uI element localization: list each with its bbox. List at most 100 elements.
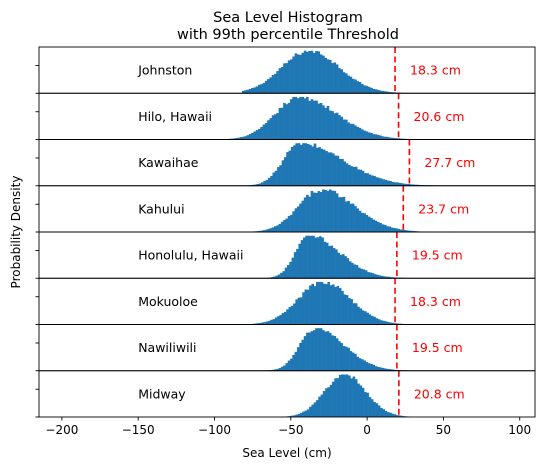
histogram-bar <box>297 297 301 325</box>
histogram-bar <box>346 258 350 279</box>
histogram-bar <box>283 311 287 325</box>
histogram-bar <box>302 411 305 417</box>
histogram-bar <box>265 179 269 186</box>
histogram-bar <box>386 136 389 140</box>
histogram-bar <box>354 166 358 186</box>
histogram-bar <box>363 130 366 140</box>
histogram-bar <box>241 136 245 140</box>
histogram-bar <box>375 403 379 417</box>
histogram-bar <box>309 144 312 186</box>
histogram-bar <box>292 56 295 94</box>
histogram-bar <box>357 169 360 186</box>
histogram-bar <box>320 394 324 417</box>
histogram-bar <box>381 367 385 371</box>
histogram-bar <box>299 342 302 371</box>
histogram-bar <box>285 218 289 232</box>
histogram-bar <box>334 155 337 186</box>
histogram-bar <box>412 184 415 186</box>
histogram-bar <box>331 190 334 232</box>
histogram-bar <box>354 125 357 140</box>
histogram-bar <box>235 138 238 140</box>
histogram-bar <box>349 76 353 94</box>
histogram-bar <box>297 143 301 186</box>
histogram-bar <box>411 230 414 232</box>
histogram-bar <box>331 335 334 371</box>
histogram-bar <box>369 272 372 279</box>
histogram-bar <box>348 375 351 417</box>
histogram-bar <box>290 214 293 232</box>
histogram-bar <box>384 410 388 417</box>
histogram-bar <box>306 96 309 140</box>
histogram-bar <box>374 220 378 232</box>
histogram-bar <box>349 351 353 371</box>
histogram-bar <box>386 91 389 94</box>
histogram-bar <box>276 113 279 140</box>
histogram-bar <box>365 85 369 94</box>
histogram-bar <box>303 237 306 279</box>
histogram-bar <box>287 60 291 94</box>
histogram-bar <box>344 256 347 279</box>
histogram-bar <box>390 369 394 371</box>
histogram-bar <box>378 275 382 279</box>
histogram-bar <box>317 103 321 140</box>
histogram-bar <box>280 67 284 94</box>
histogram-bar <box>244 90 247 94</box>
histogram-bar <box>384 321 388 325</box>
histogram-bar <box>354 379 358 417</box>
histogram-bar <box>409 184 413 186</box>
histogram-bar <box>405 183 408 186</box>
histogram-bar <box>349 123 353 140</box>
histogram-bar <box>306 332 309 371</box>
histogram-bar <box>316 281 319 325</box>
histogram-bar <box>278 223 282 232</box>
threshold-label: 18.3 cm <box>410 63 461 78</box>
histogram-bar <box>382 179 385 186</box>
histogram-bar <box>363 85 366 94</box>
histogram-bar <box>263 180 266 186</box>
histogram-bar <box>322 330 325 371</box>
histogram-bar <box>361 170 365 186</box>
histogram-bar <box>407 184 411 186</box>
histogram-bar <box>416 184 420 186</box>
histogram-bar <box>260 84 263 94</box>
histogram-bar <box>304 289 308 325</box>
histogram-bar <box>322 283 326 325</box>
x-axis-label: Sea Level (cm) <box>242 446 331 460</box>
station-label: Mokuoloe <box>138 294 198 309</box>
y-axis-label: Probability Density <box>9 176 23 289</box>
histogram-bar <box>381 90 385 94</box>
histogram-bar <box>303 50 307 94</box>
histogram-bar <box>393 414 397 417</box>
histogram-bar <box>393 227 396 232</box>
histogram-bar <box>262 124 266 140</box>
histogram-bar <box>393 369 396 371</box>
histogram-bar <box>278 368 282 371</box>
histogram-bar <box>306 143 310 186</box>
histogram-bar <box>293 303 296 325</box>
histogram-bar <box>386 412 390 417</box>
histogram-bar <box>297 413 301 417</box>
histogram-bar <box>350 166 353 186</box>
histogram-bar <box>293 145 296 186</box>
histogram-bar <box>393 137 396 140</box>
histogram-bar <box>318 396 321 417</box>
histogram-bar <box>264 229 268 232</box>
x-tick-label: −100 <box>198 423 231 437</box>
histogram-bar <box>292 96 295 140</box>
histogram-bar <box>391 181 395 186</box>
histogram-bar <box>306 194 309 232</box>
histogram-bar <box>319 328 323 371</box>
histogram-bar <box>375 177 379 186</box>
histogram-bar <box>303 98 307 140</box>
histogram-bar <box>367 272 370 279</box>
histogram-bar <box>244 136 247 140</box>
histogram-bar <box>308 100 311 140</box>
histogram-bar <box>290 99 293 140</box>
histogram-bar <box>276 71 279 94</box>
histogram-bar <box>356 126 360 140</box>
histogram-bar <box>392 277 395 279</box>
histogram-bar <box>290 305 294 325</box>
histogram-bar <box>336 155 340 186</box>
histogram-bar <box>353 264 356 279</box>
histogram-bar <box>283 219 286 232</box>
